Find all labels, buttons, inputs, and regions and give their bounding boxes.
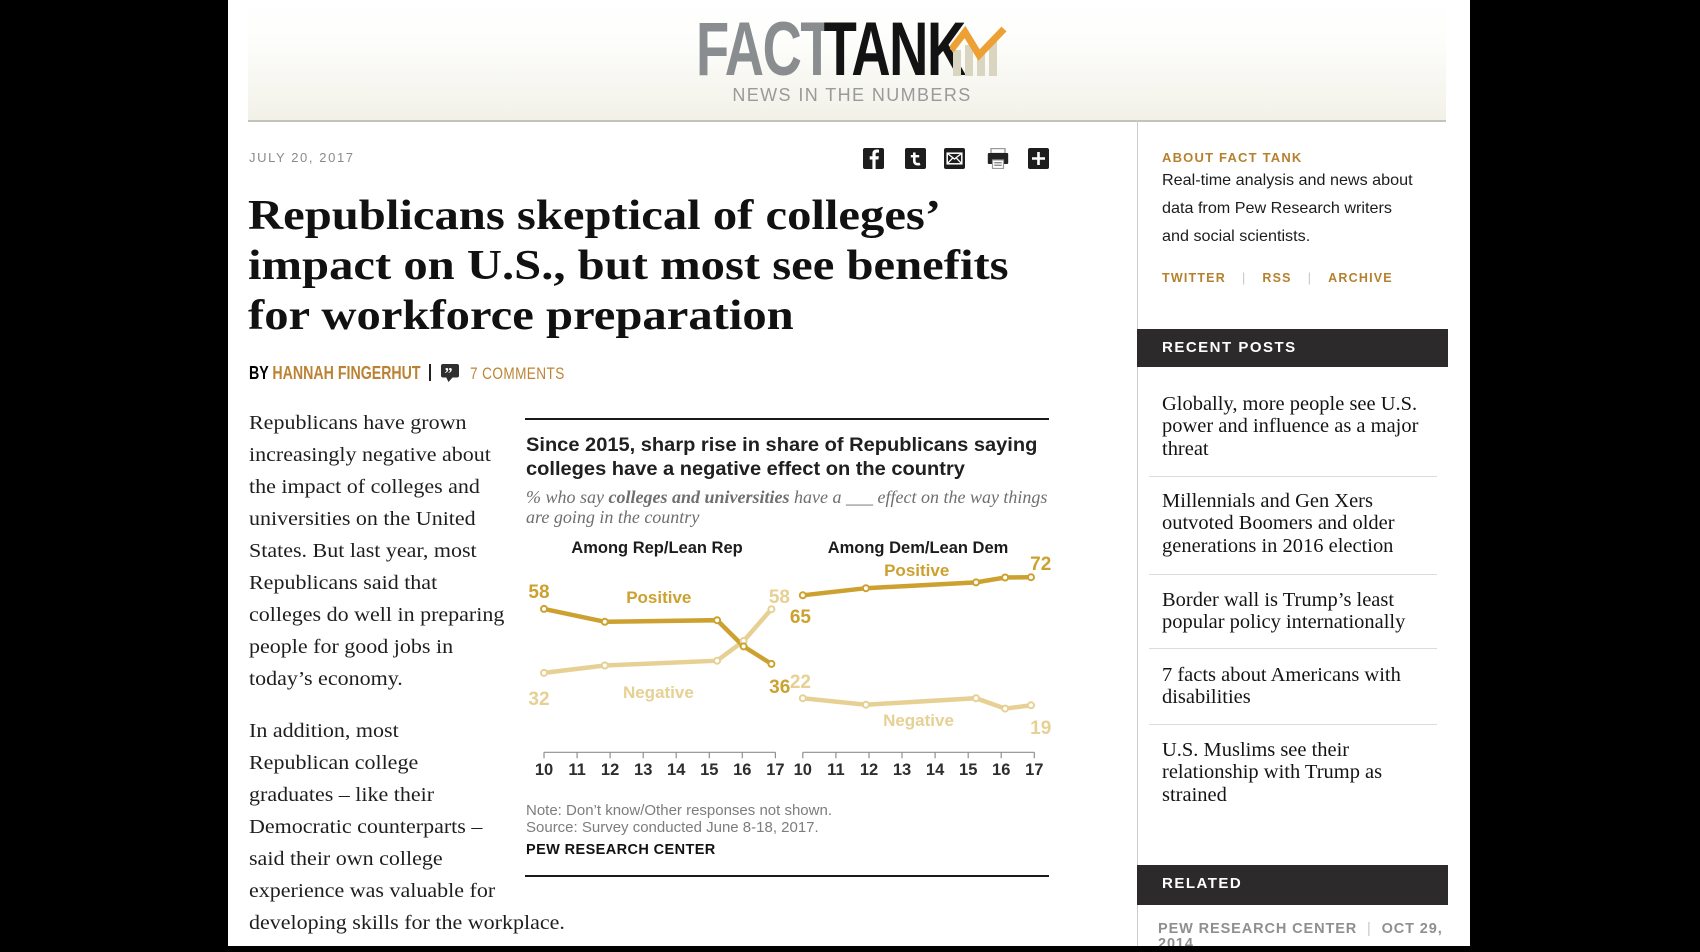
svg-text:Among Dem/Lean Dem: Among Dem/Lean Dem [828,540,1009,557]
svg-text:15: 15 [959,761,977,779]
svg-text:12: 12 [601,761,619,779]
svg-text:17: 17 [766,761,784,779]
svg-text:11: 11 [568,761,585,779]
svg-text:Negative: Negative [883,711,954,730]
svg-text:65: 65 [790,607,812,628]
svg-text:11: 11 [827,761,844,779]
svg-text:72: 72 [1030,554,1051,575]
svg-text:Among Rep/Lean Rep: Among Rep/Lean Rep [571,540,742,557]
svg-text:36: 36 [769,677,790,698]
svg-text:58: 58 [769,587,790,608]
svg-text:Positive: Positive [884,561,949,580]
svg-text:16: 16 [733,761,751,779]
svg-text:58: 58 [528,582,549,603]
svg-text:10: 10 [794,761,812,779]
svg-text:16: 16 [992,761,1010,779]
svg-text:14: 14 [667,761,686,779]
svg-text:Negative: Negative [623,683,694,702]
svg-text:13: 13 [634,761,652,779]
svg-text:19: 19 [1030,718,1051,739]
svg-text:32: 32 [528,689,549,710]
svg-text:Positive: Positive [626,588,691,607]
svg-text:10: 10 [535,761,553,779]
svg-text:14: 14 [926,761,945,779]
svg-text:13: 13 [893,761,911,779]
svg-text:17: 17 [1025,761,1043,779]
svg-text:12: 12 [860,761,878,779]
svg-text:22: 22 [790,672,811,693]
svg-text:”: ” [445,366,453,383]
svg-text:15: 15 [700,761,718,779]
